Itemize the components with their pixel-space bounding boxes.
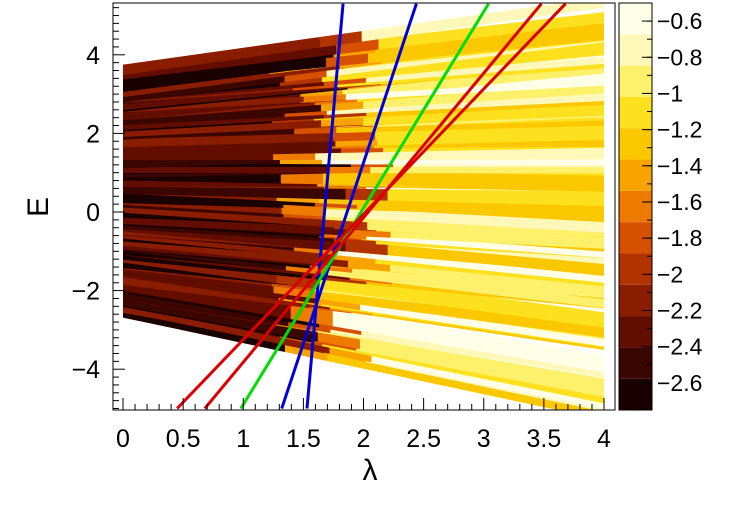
level-band-bright	[375, 23, 604, 53]
colorbar-tick-label: −2.6	[657, 370, 702, 396]
y-tick-label: −4	[71, 356, 100, 384]
level-band-bright	[367, 220, 604, 247]
level-band-bright	[368, 25, 604, 63]
colorbar-swatch	[619, 65, 652, 97]
axes: 0 0.5 1 1.5 2 2.5 3 3.5 4 4 2 0 −2 −4	[71, 7, 611, 453]
y-axis-title: E	[22, 197, 55, 217]
level-band-bright	[357, 203, 604, 223]
series-lines	[176, 3, 567, 410]
colorbar-tick-label: −1.6	[657, 189, 702, 215]
x-tick-label: 2	[357, 425, 371, 453]
colorbar-swatch	[619, 3, 652, 35]
level-band-bright	[359, 303, 604, 347]
series-line	[305, 3, 345, 409]
colorbar-tick-label: −0.6	[657, 8, 702, 34]
y-tick-label: 0	[86, 199, 100, 227]
level-band-bright	[387, 244, 604, 275]
colorbar-swatch	[619, 159, 652, 191]
colorbar-swatch	[619, 190, 652, 223]
level-band-bright	[315, 151, 604, 160]
colorbar-swatch	[619, 34, 652, 66]
colorbar: −0.6 −0.8 −1 −1.2 −1.4 −1.6 −1.8 −2 −2.2 −2.4 −2.6	[618, 2, 703, 411]
colorbar-swatch	[619, 284, 652, 317]
series-line	[239, 3, 490, 410]
x-tick-label: 0.5	[166, 425, 201, 453]
y-tick-label: 4	[86, 42, 100, 70]
x-tick-label: 1.5	[286, 425, 321, 453]
colorbar-tick-label: −1.8	[657, 225, 702, 251]
colorbar-swatch	[619, 96, 652, 129]
level-band-bright	[361, 3, 604, 42]
level-band-bright	[323, 206, 604, 233]
colorbar-tick-label: −0.8	[657, 44, 702, 70]
level-band-mid	[273, 152, 316, 160]
level-band-bright	[318, 273, 604, 328]
colorbar-tick-label: −2.4	[657, 334, 703, 360]
level-band-mid	[345, 240, 388, 256]
level-band-mid	[294, 127, 337, 135]
colorbar-tick-label: −1.2	[657, 117, 702, 143]
colorbar-swatch	[619, 316, 652, 348]
x-tick-label: 3	[477, 425, 491, 453]
y-tick-label: 2	[86, 120, 100, 148]
x-tick-label: 4	[597, 425, 611, 453]
colorbar-tick-label: −1.4	[657, 153, 703, 179]
level-band-bright	[332, 309, 604, 373]
level-band-bright	[345, 79, 604, 100]
series-line	[280, 3, 418, 409]
x-tick-label: 2.5	[406, 425, 441, 453]
x-tick-label: 0	[116, 425, 130, 453]
x-tick-label: 3.5	[526, 425, 561, 453]
x-axis-title: λ	[363, 454, 378, 487]
level-band-dark	[123, 96, 304, 113]
colorbar-swatch	[619, 347, 652, 379]
colorbar-frame	[618, 2, 653, 411]
colorbar-swatch	[619, 253, 652, 285]
level-band-bright	[336, 120, 604, 134]
colorbar-tick-label: −2	[657, 261, 683, 287]
colorbar-swatch	[619, 378, 652, 410]
y-tick-label: −2	[71, 278, 100, 306]
level-band-dark	[123, 37, 320, 76]
level-band-bright	[363, 105, 604, 125]
colorbar-tick-label: −2.2	[657, 298, 702, 324]
x-tick-label: 1	[236, 425, 250, 453]
series-line	[176, 3, 567, 410]
level-band-bright	[336, 248, 604, 283]
colorbar-tick-label: −1	[657, 80, 683, 106]
colorbar-swatch	[619, 128, 652, 160]
